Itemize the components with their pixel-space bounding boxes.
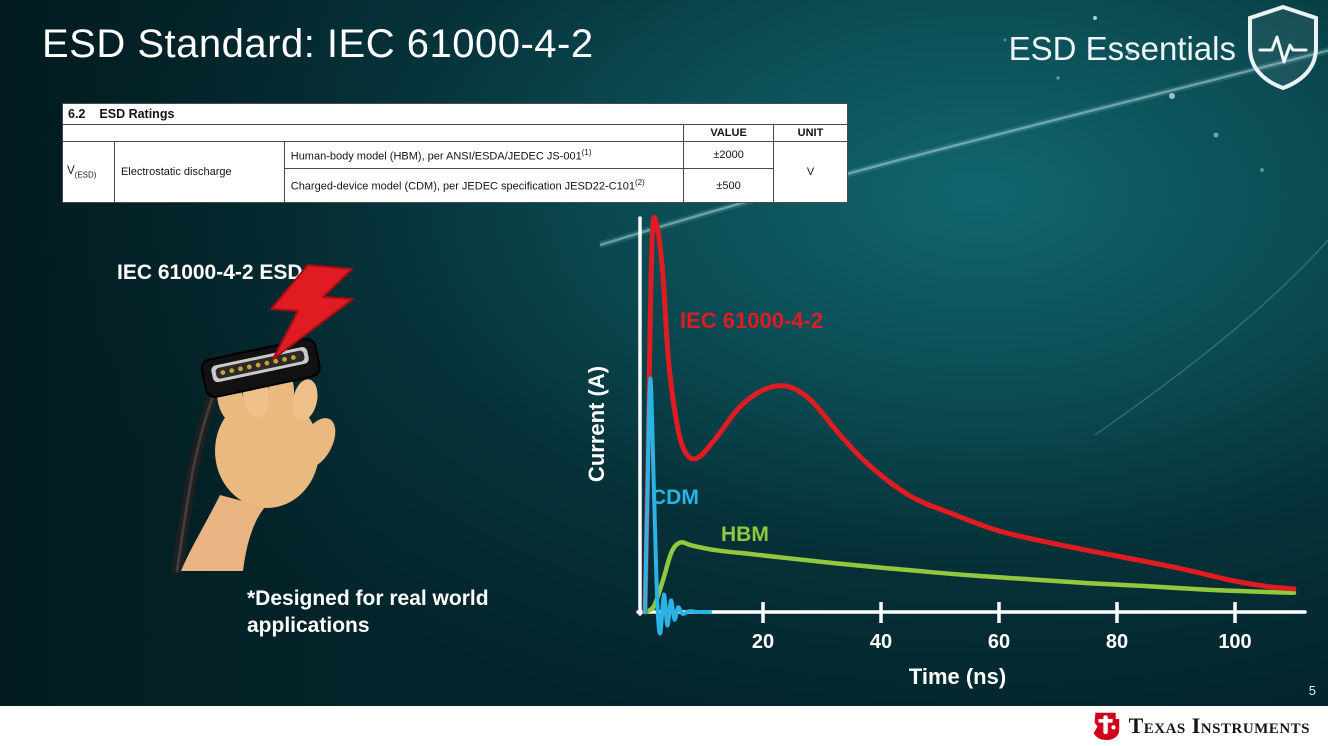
page-title: ESD Standard: IEC 61000-4-2	[42, 22, 594, 66]
ti-bug-icon	[1093, 712, 1119, 741]
hand	[181, 370, 336, 571]
table-row-hbm: V(ESD) Electrostatic discharge Human-bod…	[62, 141, 848, 203]
svg-text:100: 100	[1218, 631, 1251, 653]
table-header-row: VALUE UNIT	[61, 124, 848, 142]
svg-text:60: 60	[988, 631, 1010, 653]
cdm-value-cell: ±500	[683, 168, 775, 203]
section-number: 6.2	[68, 107, 86, 121]
esd-ratings-table: 6.2 ESD Ratings VALUE UNIT V(ESD) Electro…	[61, 103, 848, 203]
series-label-iec: IEC 61000-4-2	[680, 308, 824, 333]
symbol-cell: V(ESD)	[62, 141, 115, 203]
design-note: *Designed for real world applications	[247, 587, 489, 637]
esd-strike-illustration	[171, 264, 354, 573]
x-axis-label: Time (ns)	[908, 664, 1007, 689]
svg-text:40: 40	[870, 631, 892, 653]
unit-cell: V	[773, 141, 848, 203]
table-section-title-row: 6.2 ESD Ratings	[62, 103, 848, 125]
page-number: 5	[1308, 683, 1316, 698]
series-label-cdm: CDM	[651, 486, 699, 509]
svg-text:20: 20	[752, 631, 774, 653]
ti-logo-text: Texas Instruments	[1128, 713, 1310, 738]
hbm-description-cell: Human-body model (HBM), per ANSI/ESDA/JE…	[283, 141, 685, 169]
waveform-chart: 20 40 60 80 100 Current (A) Time (ns) HBM IE…	[575, 212, 1315, 712]
y-axis-label: Current (A)	[584, 365, 609, 483]
parameter-cell: Electrostatic discharge	[113, 141, 285, 203]
hdmi-connector	[200, 338, 321, 398]
table-row-cdm: Charged-device model (CDM), per JEDEC sp…	[63, 168, 848, 203]
series-brand-title: ESD Essentials	[1008, 30, 1236, 67]
series-label-hbm: HBM	[721, 523, 769, 546]
chart-plot-area: 20 40 60 80 100	[636, 214, 1307, 653]
lightning-bolt-icon	[270, 264, 354, 360]
footer-bar: Texas Instruments	[0, 706, 1328, 746]
ti-logo: Texas Instruments	[1091, 710, 1310, 742]
cable	[171, 379, 223, 573]
header-unit: UNIT	[773, 124, 848, 142]
cdm-description-cell: Charged-device model (CDM), per JEDEC sp…	[283, 168, 685, 203]
svg-text:80: 80	[1106, 631, 1128, 653]
header-blank-cell	[61, 124, 685, 142]
hbm-value-cell: ±2000	[683, 141, 775, 169]
esd-shield-icon	[1248, 4, 1318, 90]
section-title: ESD Ratings	[99, 107, 175, 121]
illustration-caption: IEC 61000-4-2 ESD	[117, 261, 303, 284]
header-value: VALUE	[683, 124, 775, 142]
